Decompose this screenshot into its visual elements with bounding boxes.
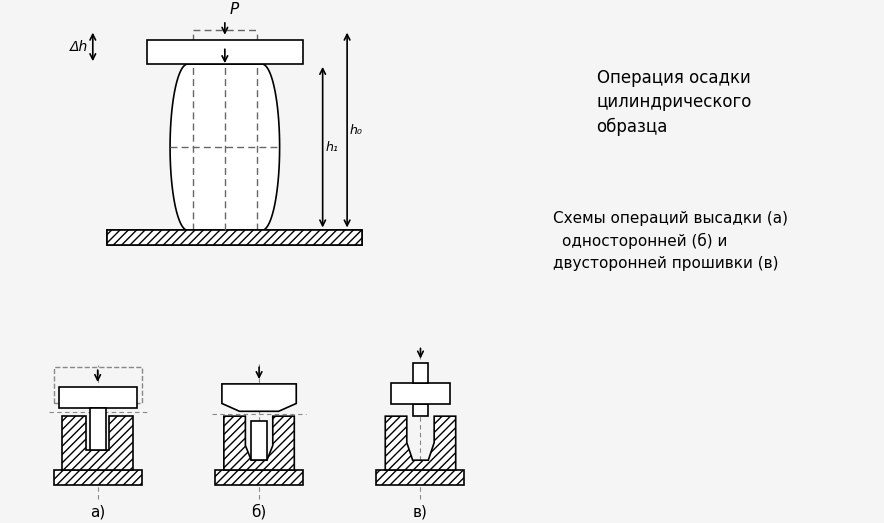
- Text: б): б): [251, 504, 267, 520]
- Text: Схемы операций высадки (а): Схемы операций высадки (а): [552, 211, 788, 226]
- Text: Δh: Δh: [70, 40, 88, 54]
- Bar: [147, 40, 303, 64]
- Polygon shape: [385, 416, 455, 470]
- Bar: [54, 470, 141, 485]
- Text: Операция осадки: Операция осадки: [597, 69, 751, 87]
- Bar: [413, 363, 429, 383]
- Bar: [108, 230, 362, 245]
- Text: образца: образца: [597, 118, 668, 136]
- Text: двусторонней прошивки (в): двусторонней прошивки (в): [552, 256, 778, 271]
- Bar: [108, 230, 362, 245]
- Bar: [391, 383, 450, 404]
- Text: P: P: [230, 2, 239, 17]
- Bar: [58, 387, 137, 408]
- Bar: [251, 421, 267, 460]
- Text: в): в): [413, 504, 428, 519]
- Text: цилиндрического: цилиндрического: [597, 94, 752, 111]
- Text: односторонней (б) и: односторонней (б) и: [562, 233, 728, 249]
- Polygon shape: [170, 64, 279, 230]
- Bar: [215, 470, 303, 485]
- Text: а): а): [90, 504, 105, 519]
- Text: h₁: h₁: [325, 141, 339, 154]
- Polygon shape: [63, 416, 133, 470]
- Bar: [377, 470, 464, 485]
- Bar: [90, 408, 105, 450]
- Polygon shape: [222, 384, 296, 411]
- Polygon shape: [224, 416, 294, 470]
- Text: h₀: h₀: [350, 123, 363, 137]
- Bar: [413, 404, 429, 416]
- Bar: [54, 367, 141, 403]
